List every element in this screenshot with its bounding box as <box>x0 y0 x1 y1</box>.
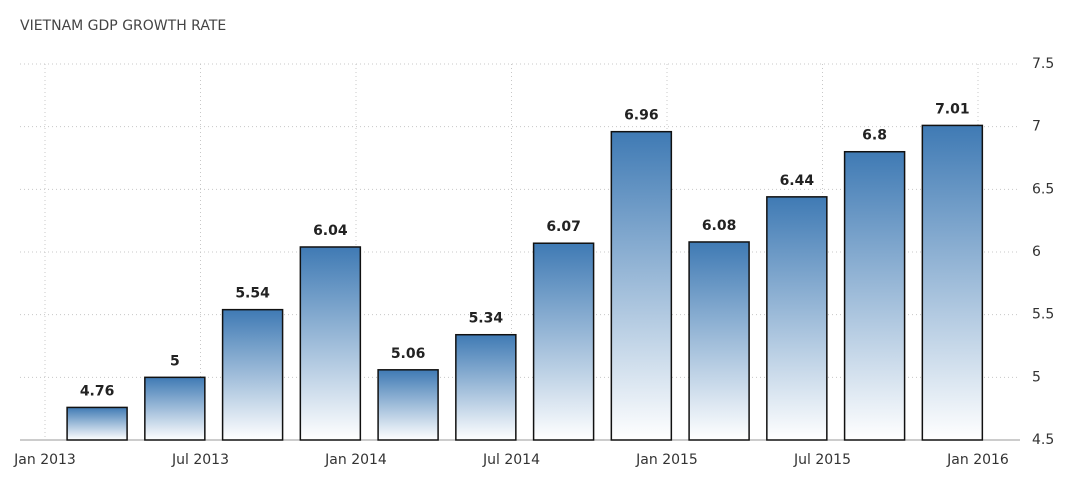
y-tick-label: 7 <box>1032 119 1041 135</box>
bar <box>532 242 595 441</box>
bar <box>610 130 673 441</box>
bar <box>843 150 906 441</box>
value-label: 5.34 <box>469 311 504 327</box>
x-tick-label: Jul 2013 <box>171 452 229 468</box>
x-tick-label: Jan 2016 <box>946 452 1009 468</box>
value-label: 5.06 <box>391 346 426 362</box>
x-tick-label: Jan 2014 <box>324 452 387 468</box>
bar <box>455 333 517 441</box>
value-label: 6.07 <box>546 219 581 235</box>
value-label: 5 <box>170 353 180 369</box>
value-label: 7.01 <box>935 101 970 117</box>
y-tick-label: 6 <box>1032 244 1041 260</box>
y-tick-label: 5.5 <box>1032 307 1054 323</box>
bar <box>688 241 750 441</box>
y-tick-label: 6.5 <box>1032 181 1054 197</box>
bar <box>299 246 362 441</box>
value-label: 4.76 <box>80 383 115 399</box>
x-tick-label: Jan 2015 <box>635 452 698 468</box>
value-label: 6.8 <box>862 128 887 144</box>
y-tick-label: 7.5 <box>1032 56 1054 72</box>
y-tick-label: 4.5 <box>1032 432 1054 448</box>
bar <box>144 376 206 441</box>
value-label: 6.44 <box>780 173 815 189</box>
bar <box>921 124 984 441</box>
bar <box>66 406 128 441</box>
x-tick-label: Jul 2015 <box>793 452 851 468</box>
x-tick-label: Jul 2014 <box>482 452 540 468</box>
bar <box>377 369 439 441</box>
bar <box>221 308 284 441</box>
value-label: 5.54 <box>235 286 270 302</box>
value-label: 6.04 <box>313 223 348 239</box>
y-tick-label: 5 <box>1032 369 1041 385</box>
bar <box>766 196 828 441</box>
value-label: 6.96 <box>624 108 659 124</box>
chart-title: VIETNAM GDP GROWTH RATE <box>20 18 226 34</box>
value-label: 6.08 <box>702 218 737 234</box>
x-tick-label: Jan 2013 <box>13 452 76 468</box>
